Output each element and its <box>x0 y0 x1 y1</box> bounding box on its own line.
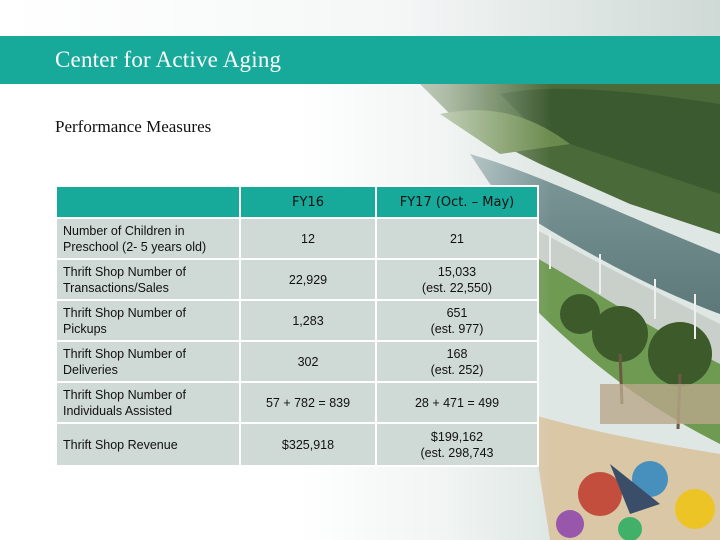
table-header-row: FY16 FY17 (Oct. – May) <box>55 185 539 219</box>
slide-title: Center for Active Aging <box>55 47 282 72</box>
top-fade <box>0 0 720 36</box>
fy17-value: 15,033 (est. 22,550) <box>375 258 539 301</box>
fy17-main: 28 + 471 = 499 <box>414 395 500 410</box>
title-band: Center for Active Aging <box>0 36 720 84</box>
table-row: Thrift Shop Number of Deliveries 302 168… <box>55 340 539 383</box>
row-label: Thrift Shop Revenue <box>55 422 241 467</box>
table-row: Thrift Shop Revenue $325,918 $199,162 (es… <box>55 422 539 467</box>
section-title: Performance Measures <box>55 117 212 136</box>
fy17-main: 21 <box>450 231 464 246</box>
fy17-value: 651 (est. 977) <box>375 299 539 342</box>
row-label: Number of Children in Preschool (2- 5 ye… <box>55 217 241 260</box>
fy17-note: (est. 252) <box>430 362 484 377</box>
table-row: Number of Children in Preschool (2- 5 ye… <box>55 217 539 260</box>
header-fy17: FY17 (Oct. – May) <box>375 185 539 219</box>
fy17-value: 168 (est. 252) <box>375 340 539 383</box>
fy17-main: 15,033 <box>437 264 477 279</box>
fy17-value: 21 <box>375 217 539 260</box>
fy17-main: $199,162 <box>430 429 484 444</box>
fy16-value: $325,918 <box>239 422 377 467</box>
row-label: Thrift Shop Number of Deliveries <box>55 340 241 383</box>
fy17-value: 28 + 471 = 499 <box>375 381 539 424</box>
fy16-value: 302 <box>239 340 377 383</box>
table-row: Thrift Shop Number of Transactions/Sales… <box>55 258 539 301</box>
fy16-value: 22,929 <box>239 258 377 301</box>
fy16-value: 1,283 <box>239 299 377 342</box>
fy16-value: 57 + 782 = 839 <box>239 381 377 424</box>
header-fy16: FY16 <box>239 185 377 219</box>
fy16-value: 12 <box>239 217 377 260</box>
header-blank <box>55 185 241 219</box>
table-row: Thrift Shop Number of Pickups 1,283 651(… <box>55 299 539 342</box>
fy17-note: (est. 977) <box>430 321 484 336</box>
fy17-value: $199,162 (est. 298,743 <box>375 422 539 467</box>
fy17-note: (est. 22,550) <box>421 280 493 295</box>
fy17-note: (est. 298,743 <box>420 445 494 460</box>
table-row: Thrift Shop Number of Individuals Assist… <box>55 381 539 424</box>
fy17-main: 168 <box>446 346 468 361</box>
performance-table: FY16 FY17 (Oct. – May) Number of Childre… <box>55 185 539 467</box>
fy17-main: 651 <box>446 305 468 320</box>
row-label: Thrift Shop Number of Transactions/Sales <box>55 258 241 301</box>
row-label: Thrift Shop Number of Individuals Assist… <box>55 381 241 424</box>
row-label: Thrift Shop Number of Pickups <box>55 299 241 342</box>
